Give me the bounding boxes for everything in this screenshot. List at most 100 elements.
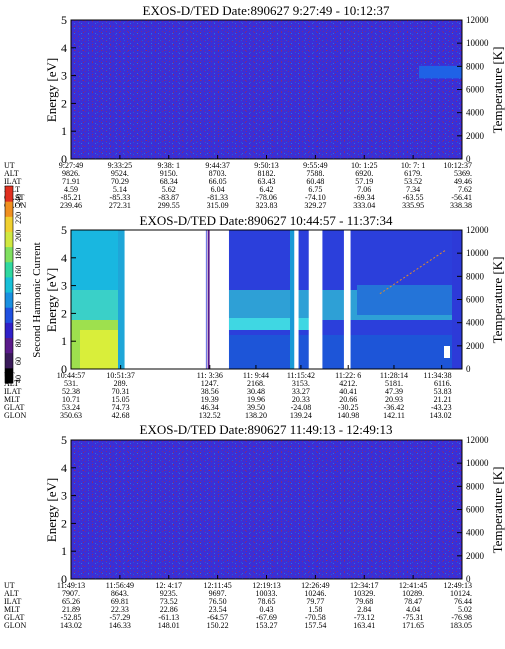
panel-2-row-label: GLON xyxy=(4,411,26,420)
panel-2-table-cell: 47.39 xyxy=(385,387,403,396)
panel-2-table-cell: 20.66 xyxy=(339,395,357,404)
panel-1-table-cell: 4.59 xyxy=(64,185,78,194)
panel-3-row-label: ILAT xyxy=(4,597,21,606)
panel-1-row-label: ILAT xyxy=(4,177,21,186)
panel-2-table-cell: -24.08 xyxy=(291,403,312,412)
panel-1-plot-speckle xyxy=(71,20,462,159)
panel-2-row-label: ILAT xyxy=(4,387,21,396)
panel-3-table-cell: -67.69 xyxy=(256,613,277,622)
panel-3-table-cell: 12:34:17 xyxy=(350,581,378,590)
panel-1-table-cell: 7.06 xyxy=(357,185,371,194)
panel-3-temperature-tick-label: 0 xyxy=(466,574,471,584)
colorbar-segment xyxy=(5,246,13,263)
panel-1-table-cell: 239.46 xyxy=(60,201,82,210)
panel-1-table-cell: -63.55 xyxy=(403,193,424,202)
panel-2-table-cell: 4212. xyxy=(339,379,357,388)
panel-2-gap xyxy=(206,230,229,369)
panel-3-row-label: GLAT xyxy=(4,613,25,622)
colorbar-tick-label: 40 xyxy=(14,375,23,383)
panel-2-table-cell: 350.63 xyxy=(60,411,82,420)
colorbar-label: Second Harmonic Current xyxy=(31,242,43,357)
panel-2-gap xyxy=(343,230,351,369)
panel-2-temperature-trace xyxy=(379,249,447,295)
panel-1-table-cell: -56.41 xyxy=(451,193,472,202)
panel-3-table-cell: 9697. xyxy=(209,589,227,598)
panel-2-table-cell: 19.96 xyxy=(247,395,265,404)
panel-3-table-cell: 79.68 xyxy=(355,597,373,606)
panel-1-table-cell: -69.34 xyxy=(354,193,375,202)
panel-3-table-cell: 183.05 xyxy=(450,621,472,630)
panel-1-table-cell: -74.10 xyxy=(305,193,326,202)
panel-3-table-cell: 12:19:13 xyxy=(252,581,280,590)
panel-3-energy-tick-label: 0 xyxy=(61,572,67,586)
panel-2-region-edge xyxy=(118,230,126,369)
panel-3: EXOS-D/TED Date:890627 11:49:13 - 12:49:… xyxy=(4,422,505,630)
panel-2-energy-axis: 0 1 2 3 4 5 xyxy=(61,223,76,376)
colorbar-segment xyxy=(5,307,13,323)
panel-2-energy-tick-label: 2 xyxy=(61,306,67,320)
colorbar-frame xyxy=(4,185,14,384)
panel-3-table-cell: 5.02 xyxy=(458,605,472,614)
panel-1-table-cell: 329.27 xyxy=(304,201,326,210)
panel-1-table-cell: 272.31 xyxy=(109,201,131,210)
panel-2-table-cell: 11:22: 6 xyxy=(335,371,361,380)
panel-3-temperature-tick-label: 12000 xyxy=(466,435,489,445)
panel-2-table-cell: 33.27 xyxy=(292,387,310,396)
panel-1-table-cell: 66.05 xyxy=(209,177,227,186)
panel-2: EXOS-D/TED Date:890627 10:44:57 - 11:37:… xyxy=(4,213,505,420)
panel-2-temperature-label: Temperature [K] xyxy=(490,257,505,344)
panel-1-energy-tick-label: 1 xyxy=(61,124,67,138)
panel-3-table-cell: 21.89 xyxy=(62,605,80,614)
panel-2-table-cell: 5181. xyxy=(385,379,403,388)
panel-1-table-cell: -85.21 xyxy=(61,193,82,202)
panel-2-energy-tick-label: 1 xyxy=(61,334,67,348)
panel-2-table-cell: 15.05 xyxy=(112,395,130,404)
panel-1-table-cell: 6.75 xyxy=(308,185,322,194)
colorbar-segment xyxy=(5,367,13,384)
panel-1-table-cell: 333.04 xyxy=(353,201,375,210)
panel-3-table-cell: 10124. xyxy=(450,589,472,598)
panel-2-temperature-axis: 0 2000 4000 6000 8000 10000 12000 xyxy=(457,225,489,374)
panel-3-table-cell: 12:11:45 xyxy=(204,581,232,590)
panel-1-table-cell: 6.04 xyxy=(211,185,225,194)
panel-1-row-label: GLAT xyxy=(4,193,25,202)
panel-3-table-cell: 150.22 xyxy=(207,621,229,630)
panel-2-table-cell: 289. xyxy=(114,379,128,388)
panel-1-table-cell: 70.29 xyxy=(111,177,129,186)
panel-3-table-cell: 22.33 xyxy=(111,605,129,614)
panel-1-energy-tick-label: 4 xyxy=(61,41,67,55)
panel-3-table-cell: 65.26 xyxy=(62,597,80,606)
panel-1-table-cell: 6179. xyxy=(404,169,422,178)
panel-2-region-spike xyxy=(290,230,295,369)
panel-3-table-cell: 10033. xyxy=(256,589,278,598)
panel-2-table-cell: 11:15:42 xyxy=(287,371,315,380)
panel-1-temperature-tick-label: 12000 xyxy=(466,15,489,25)
panel-2-temperature-tick-label: 6000 xyxy=(466,295,485,305)
colorbar-segment xyxy=(5,276,13,293)
panel-2-table-cell: 20.93 xyxy=(385,395,403,404)
panel-3-table-cell: 11:56:49 xyxy=(106,581,134,590)
panel-1-temperature-axis: 0 2000 4000 6000 8000 10000 12000 xyxy=(457,15,489,164)
panel-1-temperature-tick-label: 6000 xyxy=(466,85,485,95)
panel-3-temperature-tick-label: 4000 xyxy=(466,528,485,538)
panel-3-energy-tick-label: 4 xyxy=(61,461,67,475)
panel-1: EXOS-D/TED Date:890627 9:27:49 - 10:12:3… xyxy=(4,3,505,210)
panel-3-table-cell: 12:41:45 xyxy=(399,581,427,590)
panel-1-row-label: GLON xyxy=(4,201,26,210)
panel-1-row-label: UT xyxy=(4,161,15,170)
panel-3-table-cell: -70.58 xyxy=(305,613,326,622)
colorbar-segment xyxy=(5,322,13,339)
panel-3-table-cell: 157.54 xyxy=(304,621,326,630)
panel-1-row-label: ALT xyxy=(4,169,19,178)
panel-1-table-cell: 5369. xyxy=(454,169,472,178)
panel-3-table-cell: 76.44 xyxy=(454,597,472,606)
panel-3-table-cell: 12: 4:17 xyxy=(156,581,182,590)
panel-3-energy-label: Energy [eV] xyxy=(44,478,59,542)
panel-1-table-cell: 299.55 xyxy=(158,201,180,210)
panel-3-table-cell: 73.52 xyxy=(160,597,178,606)
panel-2-table-cell: 143.02 xyxy=(430,411,452,420)
panel-3-table-cell: 1.58 xyxy=(308,605,322,614)
panel-1-table-cell: -85.33 xyxy=(110,193,131,202)
panel-1-temperature-label: Temperature [K] xyxy=(490,47,505,134)
panel-1-table-cell: 53.52 xyxy=(404,177,422,186)
